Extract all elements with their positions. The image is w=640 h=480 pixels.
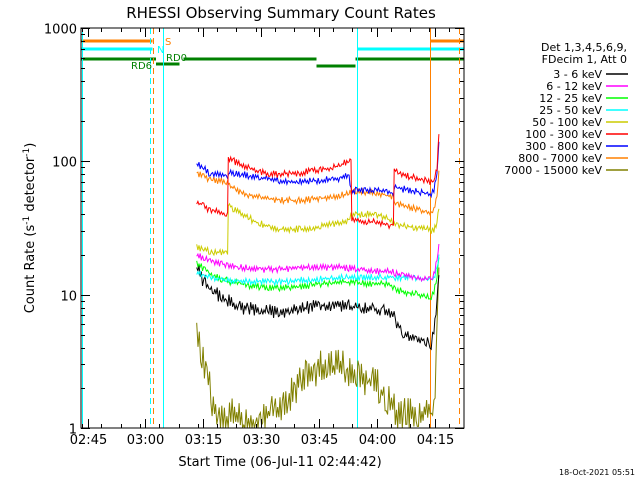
y-tick-label: 100 xyxy=(52,156,77,171)
legend-label: 12 - 25 keV xyxy=(539,92,602,105)
plot-frame xyxy=(80,27,465,429)
y-axis-label-close: ) xyxy=(23,143,38,148)
flag-label-rd0: RD0 xyxy=(166,53,187,64)
series-line-7000-15000keV xyxy=(196,267,440,429)
y-tick-label: 10 xyxy=(60,290,77,305)
chart-title: RHESSI Observing Summary Count Rates xyxy=(126,4,436,22)
x-tick-label: 03:45 xyxy=(301,433,338,448)
series-lines xyxy=(196,134,440,429)
series-line-6-12keV xyxy=(196,243,440,283)
y-axis-label-main: Count Rate (s xyxy=(23,225,38,314)
y-axis-label-tail-sup: -1 xyxy=(22,148,32,157)
series-line-12-25keV xyxy=(196,257,440,301)
x-tick-label: 02:45 xyxy=(70,433,107,448)
series-line-100-300keV xyxy=(196,134,440,230)
axes: 02:45 03:00 03:15 03:30 03:45 04:00 04:15 1 10 10… xyxy=(44,23,464,448)
series-line-800-7000keV xyxy=(196,170,440,217)
x-tick-label: 03:15 xyxy=(185,433,222,448)
x-tick-label: 03:30 xyxy=(243,433,280,448)
y-axis-label-sup: -1 xyxy=(22,216,32,225)
y-axis-label-tail: detector xyxy=(23,156,38,216)
flag-label-rd6: RD6 xyxy=(131,61,152,72)
flag-label-night: N xyxy=(157,45,164,56)
timestamp: 18-Oct-2021 05:51 xyxy=(559,468,635,477)
x-tick-label: 04:00 xyxy=(359,433,396,448)
series-line-3-6keV xyxy=(196,265,440,351)
y-axis-label: Count Rate (s-1 detector-1) xyxy=(22,143,38,314)
x-tick-label: 03:00 xyxy=(127,433,164,448)
legend-label: 300 - 800 keV xyxy=(525,140,602,153)
series-line-300-800keV xyxy=(196,141,440,199)
legend-label: 3 - 6 keV xyxy=(553,68,602,81)
x-tick-label: 04:15 xyxy=(417,433,454,448)
legend-label: 100 - 300 keV xyxy=(525,128,602,141)
legend-label: 7000 - 15000 keV xyxy=(504,164,602,177)
legend-header-line-1: Det 1,3,4,5,6,9, xyxy=(541,41,627,54)
x-axis-label: Start Time (06-Jul-11 02:44:42) xyxy=(178,455,381,470)
legend: Det 1,3,4,5,6,9, FDecim 1, Att 0 3 - 6 k… xyxy=(504,41,628,177)
y-tick-label: 1 xyxy=(69,423,77,438)
legend-label: 6 - 12 keV xyxy=(546,80,602,93)
y-tick-label: 1000 xyxy=(44,23,77,38)
legend-header-line-2: FDecim 1, Att 0 xyxy=(542,53,627,66)
legend-label: 50 - 100 keV xyxy=(532,116,602,129)
legend-label: 25 - 50 keV xyxy=(539,104,602,117)
legend-label: 800 - 7000 keV xyxy=(518,152,602,165)
series-line-50-100keV xyxy=(196,202,440,257)
series-line-25-50keV xyxy=(196,254,440,288)
flag-label-saa: S xyxy=(165,37,171,48)
